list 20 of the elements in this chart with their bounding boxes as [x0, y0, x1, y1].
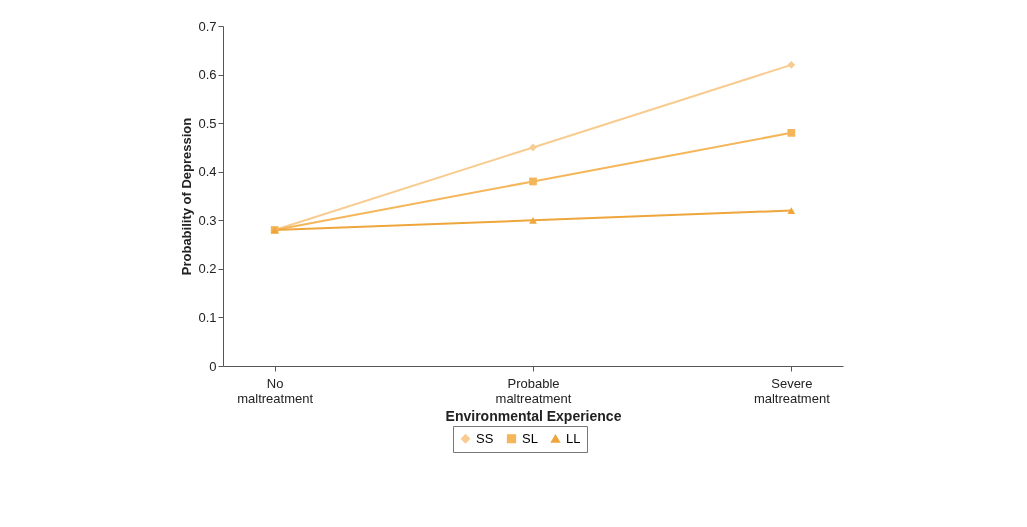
x-tick-label: Severe maltreatment	[753, 375, 831, 406]
y-tick-label: 0.1	[198, 309, 217, 325]
y-tick-label: 0.6	[198, 67, 217, 83]
y-tick-label: 0.4	[198, 164, 217, 180]
point	[529, 177, 537, 186]
point	[787, 128, 796, 137]
y-axis-title: Probability of Depression	[179, 117, 195, 276]
y-tick-label: 0	[209, 358, 217, 374]
legend-label: SS	[476, 430, 494, 446]
point	[787, 60, 796, 69]
legend-label: LL	[566, 430, 581, 446]
y-tick-label: 0.3	[198, 212, 217, 228]
x-tick-label: Probable maltreatment	[495, 375, 572, 406]
x-tick-label: No maltreatment	[237, 375, 314, 406]
x-axis-title: Environmental Experience	[445, 407, 622, 424]
y-tick-label: 0.7	[198, 18, 217, 34]
y-tick-label: 0.5	[198, 115, 217, 131]
y-tick-label: 0.2	[198, 261, 217, 277]
point	[529, 143, 537, 152]
legend-label: SL	[522, 430, 538, 446]
